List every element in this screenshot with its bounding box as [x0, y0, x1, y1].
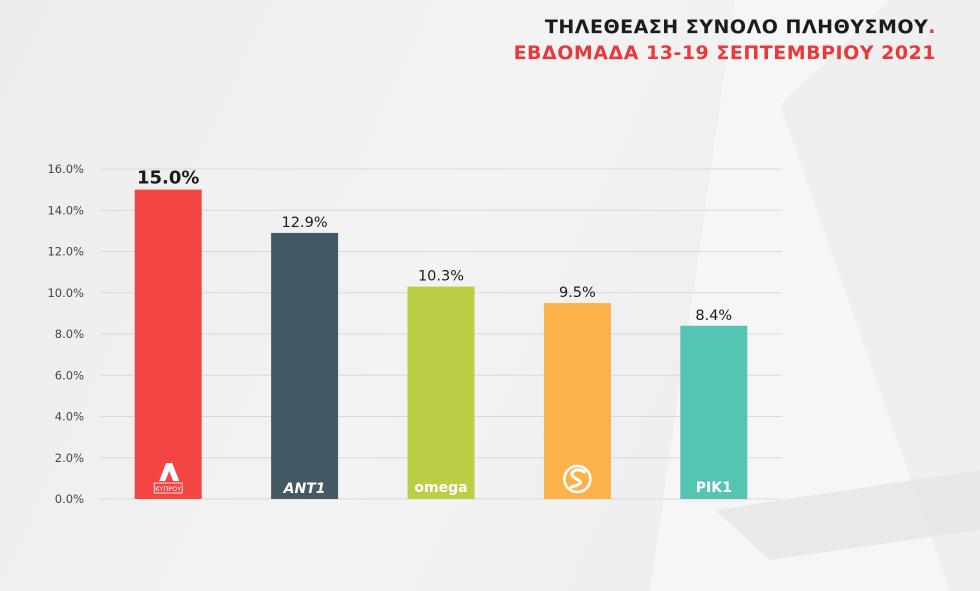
y-tick-label: 0.0%: [55, 492, 84, 506]
title-line-2: ΕΒΔΟΜΑΔΑ 13-19 ΣΕΠΤΕΜΒΡΙΟΥ 2021: [513, 42, 936, 64]
alpha-logo-box: [153, 482, 183, 494]
y-tick-label: 8.0%: [55, 327, 84, 341]
y-tick-label: 4.0%: [55, 410, 84, 424]
sigma-logo-s-icon: [569, 468, 586, 489]
rik1-logo-text: ΡΙΚ1: [696, 480, 732, 496]
y-tick-label: 14.0%: [47, 203, 84, 217]
y-tick-label: 12.0%: [47, 245, 84, 259]
chart-title: ΤΗΛΕΘΕΑΣΗ ΣΥΝΟΛΟ ΠΛΗΘΥΣΜΟΥ. ΕΒΔΟΜΑΔΑ 13-…: [514, 14, 936, 66]
data-label: 12.9%: [282, 215, 328, 231]
omega-logo-text: omega: [414, 480, 467, 496]
alpha-logo-text: ΚΥΠΡΟΥ: [155, 485, 181, 493]
y-tick-label: 2.0%: [55, 451, 84, 465]
title-line-1: ΤΗΛΕΘΕΑΣΗ ΣΥΝΟΛΟ ΠΛΗΘΥΣΜΟΥ.: [514, 14, 936, 40]
ant1-logo-text: ΑΝΤ1: [283, 481, 326, 497]
data-label: 10.3%: [418, 269, 464, 285]
data-label: 15.0%: [137, 168, 199, 189]
bar-ant1: [271, 232, 339, 499]
bar-rik-1: [680, 325, 748, 499]
alpha-logo-icon: [159, 463, 180, 481]
y-tick-label: 6.0%: [55, 368, 84, 382]
data-label: 8.4%: [695, 308, 732, 324]
y-tick-label: 10.0%: [47, 286, 84, 300]
title-dot: .: [928, 16, 936, 38]
title-text: ΤΗΛΕΘΕΑΣΗ ΣΥΝΟΛΟ ΠΛΗΘΥΣΜΟΥ: [544, 16, 929, 38]
bar-alpha: [134, 189, 202, 499]
bar-omega: [407, 286, 475, 499]
data-label: 9.5%: [559, 285, 596, 301]
sigma-logo-ring-icon: [563, 464, 592, 494]
y-tick-label: 16.0%: [47, 162, 84, 176]
